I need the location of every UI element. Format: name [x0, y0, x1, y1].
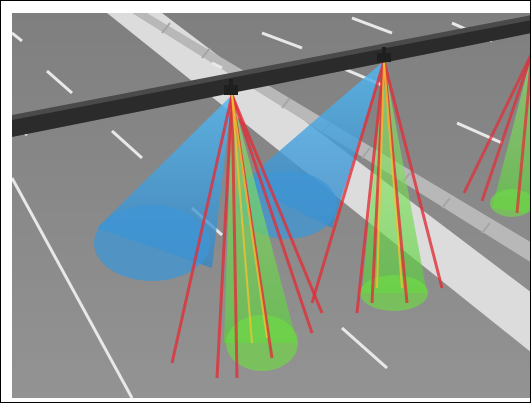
gantry-beam	[12, 15, 530, 137]
sensor-cones-left	[94, 94, 324, 379]
gantry-sensor-scene	[12, 13, 530, 398]
sensor-cones-right	[237, 60, 444, 314]
sensor-unit-right	[377, 47, 391, 62]
sensor-unit-left	[224, 79, 238, 95]
sensor-cones-far-right	[462, 53, 530, 217]
